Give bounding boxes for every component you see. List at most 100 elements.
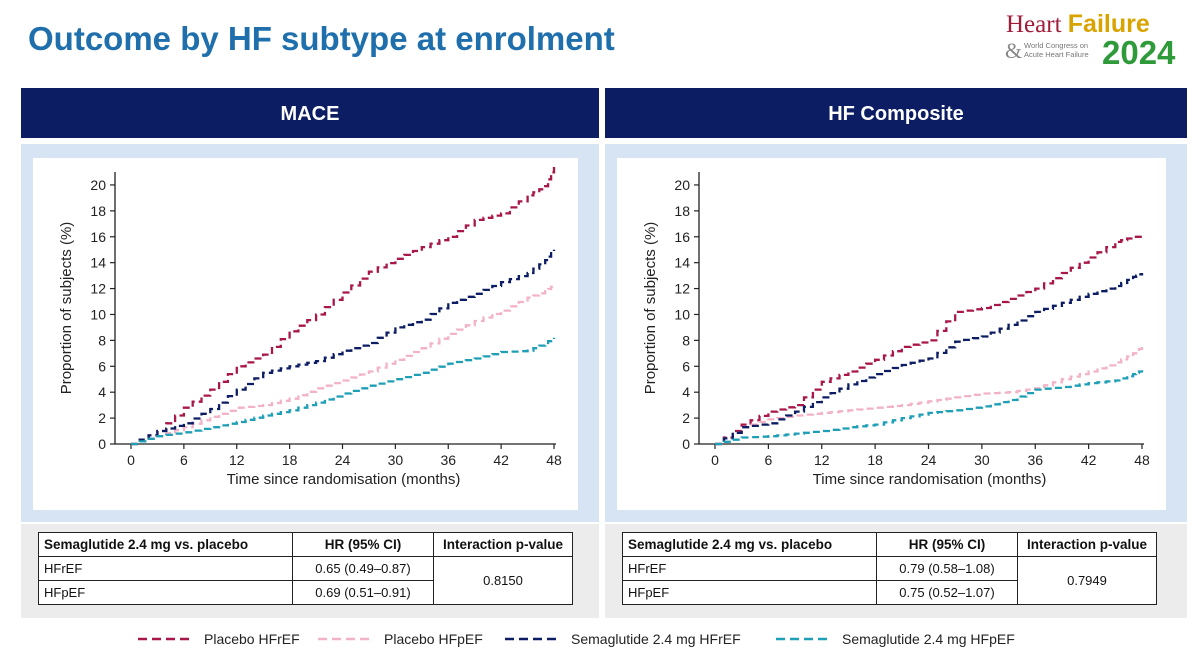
mace-y-tick-label: 8: [98, 332, 106, 348]
mace-y-tick-label: 20: [90, 177, 106, 193]
table-row: HFrEF 0.79 (0.58–1.08) 0.7949: [622, 556, 1157, 605]
table-header-row: Semaglutide 2.4 mg vs. placebo HR (95% C…: [622, 532, 1157, 557]
hf-composite-y-tick-label: 4: [682, 384, 690, 400]
mace-y-tick-label: 12: [90, 281, 106, 297]
row-label: HFpEF: [38, 580, 293, 605]
mace-panel: MACE 0 2 4 6 8 10 12 14 16 18 20 0 6 12 18 24 30 36 42 48 Ti…: [21, 88, 599, 618]
legend-swatch-placebo-hfref: [138, 637, 194, 641]
mace-chart-area: 0 2 4 6 8 10 12 14 16 18 20 0 6 12 18 24 30 36 42 48 Time si…: [21, 144, 599, 522]
hf-composite-y-tick-label: 12: [674, 281, 690, 297]
mace-y-tick-label: 2: [98, 410, 106, 426]
logo-word-failure: Failure: [1067, 10, 1150, 38]
legend-swatch-placebo-hfpef: [318, 637, 374, 641]
legend-label: Semaglutide 2.4 mg HFpEF: [842, 631, 1015, 647]
mace-y-axis-label: Proportion of subjects (%): [58, 222, 75, 395]
row-hr: 0.75 (0.52–1.07): [876, 580, 1018, 605]
mace-x-tick-label: 6: [180, 452, 188, 468]
hf-composite-y-tick-label: 20: [674, 177, 690, 193]
mace-table-area: Semaglutide 2.4 mg vs. placebo HR (95% C…: [21, 524, 599, 618]
table-row: HFpEF 0.75 (0.52–1.07): [622, 580, 1157, 605]
hf-composite-x-tick-label: 30: [974, 452, 990, 468]
table-header-hr: HR (95% CI): [876, 532, 1018, 557]
table-header-row: Semaglutide 2.4 mg vs. placebo HR (95% C…: [38, 532, 573, 557]
chart-legend: Placebo HFrEF Placebo HFpEF Semaglutide …: [0, 628, 1200, 652]
mace-x-tick-label: 30: [388, 452, 404, 468]
mace-series-placebo-hfpef: [131, 284, 556, 446]
mace-x-tick-label: 0: [127, 452, 135, 468]
mace-y-tick-label: 18: [90, 203, 106, 219]
hf-composite-x-tick-label: 6: [764, 452, 772, 468]
hf-composite-y-tick-label: 18: [674, 203, 690, 219]
page-title: Outcome by HF subtype at enrolment: [28, 20, 615, 57]
legend-swatch-sema-hfref: [505, 637, 561, 641]
hf-composite-hr-table: Semaglutide 2.4 mg vs. placebo HR (95% C…: [622, 532, 1157, 605]
mace-x-tick-label: 42: [493, 452, 509, 468]
table-header-comparison: Semaglutide 2.4 mg vs. placebo: [38, 532, 293, 557]
logo-wordmark: Heart Failure: [1006, 10, 1150, 39]
logo-year: 2024: [1102, 34, 1176, 71]
mace-x-tick-label: 24: [335, 452, 351, 468]
mace-y-tick-label: 16: [90, 229, 106, 245]
hf-composite-y-tick-label: 10: [674, 306, 690, 322]
mace-y-tick-label: 4: [98, 384, 106, 400]
hf-composite-x-tick-label: 18: [867, 452, 883, 468]
mace-chart-card: 0 2 4 6 8 10 12 14 16 18 20 0 6 12 18 24 30 36 42 48 Time si…: [33, 158, 578, 510]
table-header-comparison: Semaglutide 2.4 mg vs. placebo: [622, 532, 877, 557]
legend-swatch-sema-hfpef: [776, 637, 832, 641]
hf-composite-series-placebo-hfref: [715, 235, 1142, 446]
table-header-pvalue: Interaction p-value: [433, 532, 573, 557]
hf-composite-series-placebo-hfpef: [715, 346, 1144, 446]
row-label: HFpEF: [622, 580, 877, 605]
legend-label: Placebo HFrEF: [204, 631, 300, 647]
row-hr: 0.65 (0.49–0.87): [292, 556, 434, 581]
hf-composite-y-tick-label: 14: [674, 255, 690, 271]
mace-y-tick-label: 14: [90, 255, 106, 271]
mace-y-tick-label: 6: [98, 358, 106, 374]
row-hr: 0.79 (0.58–1.08): [876, 556, 1018, 581]
hf-composite-y-tick-label: 16: [674, 229, 690, 245]
logo-ampersand: &: [1005, 38, 1023, 63]
row-label: HFrEF: [622, 556, 877, 581]
hf-composite-x-tick-label: 48: [1134, 452, 1150, 468]
mace-y-tick-label: 0: [98, 436, 106, 452]
hf-composite-x-tick-label: 0: [711, 452, 719, 468]
hf-composite-y-axis-label: Proportion of subjects (%): [642, 222, 659, 395]
mace-x-axis-label: Time since randomisation (months): [227, 471, 461, 488]
logo-subtitle: World Congress on Acute Heart Failure: [1024, 41, 1089, 59]
hf-composite-x-tick-label: 42: [1081, 452, 1097, 468]
hf-composite-y-tick-label: 2: [682, 410, 690, 426]
mace-y-tick-label: 10: [90, 306, 106, 322]
mace-series-sema-hfpef: [131, 337, 556, 446]
hf-composite-table-area: Semaglutide 2.4 mg vs. placebo HR (95% C…: [605, 524, 1187, 618]
hf-composite-y-tick-label: 8: [682, 332, 690, 348]
congress-logo: Heart Failure & World Congress on Acute H…: [1004, 10, 1186, 71]
hf-composite-x-tick-label: 24: [921, 452, 937, 468]
mace-x-tick-label: 36: [440, 452, 456, 468]
table-header-pvalue: Interaction p-value: [1017, 532, 1157, 557]
row-label: HFrEF: [38, 556, 293, 581]
mace-series-placebo-hfref: [131, 165, 556, 446]
mace-x-tick-label: 48: [546, 452, 562, 468]
legend-label: Placebo HFpEF: [384, 631, 483, 647]
hf-composite-panel-header: HF Composite: [605, 88, 1187, 138]
hf-composite-y-tick-label: 6: [682, 358, 690, 374]
hf-composite-x-axis-label: Time since randomisation (months): [813, 471, 1047, 488]
mace-x-tick-label: 18: [282, 452, 298, 468]
hf-composite-chart-area: 0 2 4 6 8 10 12 14 16 18 20 0 6 12 18 24 30 36 42 48 Time si…: [605, 144, 1187, 522]
hf-composite-y-tick-label: 0: [682, 436, 690, 452]
legend-label: Semaglutide 2.4 mg HFrEF: [571, 631, 741, 647]
mace-hr-table: Semaglutide 2.4 mg vs. placebo HR (95% C…: [38, 532, 573, 605]
table-row: HFrEF 0.65 (0.49–0.87) 0.8150: [38, 556, 573, 605]
hf-composite-x-tick-label: 12: [814, 452, 830, 468]
hf-composite-x-tick-label: 36: [1027, 452, 1043, 468]
logo-word-heart: Heart: [1006, 11, 1062, 38]
logo-subtitle-line2: Acute Heart Failure: [1024, 50, 1089, 59]
mace-series-sema-hfref: [131, 249, 556, 446]
hf-composite-panel: HF Composite 0 2 4 6 8 10 12 14 16 18 20 0 6 12 18 24 30…: [605, 88, 1187, 618]
hf-composite-chart-card: 0 2 4 6 8 10 12 14 16 18 20 0 6 12 18 24 30 36 42 48 Time si…: [617, 158, 1166, 510]
table-header-hr: HR (95% CI): [292, 532, 434, 557]
mace-panel-header: MACE: [21, 88, 599, 138]
hf-composite-series-sema-hfpef: [715, 370, 1144, 446]
